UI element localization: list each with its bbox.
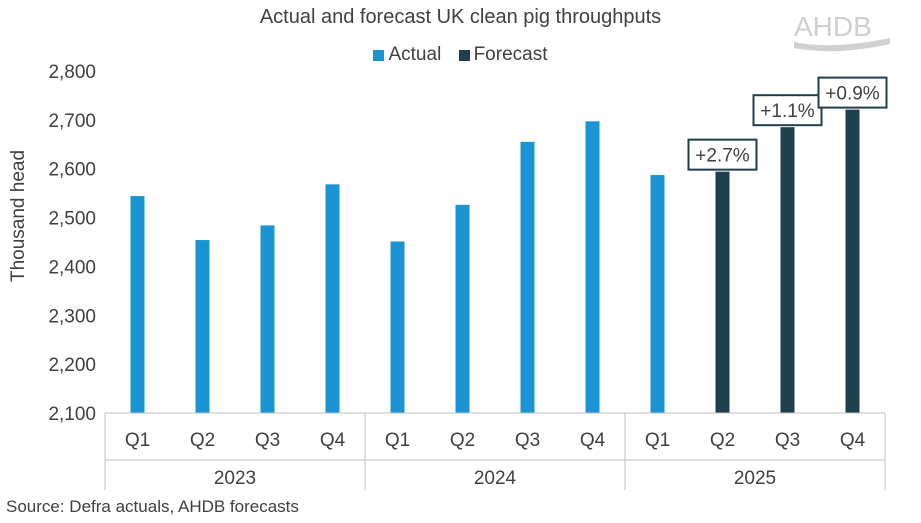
bar-actual-2024-q1 — [390, 241, 405, 413]
x-group-label: 2025 — [734, 468, 776, 489]
x-tick-label: Q3 — [515, 430, 540, 451]
y-tick-label: 2,400 — [48, 257, 96, 278]
y-tick-label: 2,600 — [48, 160, 96, 181]
legend-item-forecast: Forecast — [458, 44, 548, 66]
x-tick-label: Q4 — [320, 430, 346, 451]
ahdb-logo: AHDB — [792, 8, 892, 56]
bar-actual-2025-q1 — [650, 175, 665, 413]
x-tick-label: Q3 — [255, 430, 280, 451]
y-tick-label: 2,300 — [48, 306, 96, 327]
source-note: Source: Defra actuals, AHDB forecasts — [6, 497, 299, 516]
x-tick-label: Q4 — [580, 430, 606, 451]
y-tick-label: 2,800 — [48, 62, 96, 83]
bar-actual-2023-q2 — [195, 240, 210, 413]
x-group-label: 2024 — [474, 468, 517, 489]
annotation-11: +1.1% — [752, 94, 823, 127]
bar-actual-2024-q4 — [585, 121, 600, 413]
legend-swatch-forecast — [458, 49, 470, 61]
chart-title: Actual and forecast UK clean pig through… — [259, 6, 662, 28]
annotation-label: +0.9% — [825, 84, 880, 105]
legend-item-actual: Actual — [373, 44, 441, 66]
x-tick-label: Q4 — [840, 430, 866, 451]
legend-label-forecast: Forecast — [473, 44, 548, 65]
annotation-label: +2.7% — [695, 146, 750, 167]
bar-actual-2023-q3 — [260, 225, 275, 413]
x-tick-label: Q1 — [645, 430, 670, 451]
x-tick-label: Q3 — [775, 430, 800, 451]
x-tick-label: Q1 — [125, 430, 150, 451]
bar-actual-2024-q3 — [520, 141, 535, 414]
x-tick-label: Q2 — [710, 430, 735, 451]
y-tick-label: 2,100 — [48, 404, 96, 425]
legend-label-actual: Actual — [388, 44, 442, 65]
bar-actual-2024-q2 — [455, 204, 470, 413]
annotation-27: +2.7% — [687, 138, 758, 171]
annotation-box — [817, 76, 888, 109]
logo-text: AHDB — [794, 11, 872, 42]
bar-forecast-2025-q3 — [780, 127, 795, 413]
x-tick-label: Q2 — [190, 430, 215, 451]
bar-actual-2023-q4 — [325, 184, 340, 413]
bar-forecast-2025-q2 — [715, 171, 730, 413]
bar-actual-2023-q1 — [130, 196, 145, 413]
chart-legend: Actual Forecast — [0, 44, 921, 67]
annotation-label: +1.1% — [760, 101, 815, 122]
x-tick-label: Q1 — [385, 430, 410, 451]
annotation-09: +0.9% — [817, 76, 888, 109]
annotation-box — [752, 94, 823, 127]
y-tick-label: 2,500 — [48, 209, 96, 230]
y-tick-label: 2,200 — [48, 355, 96, 376]
y-tick-label: 2,700 — [48, 111, 96, 132]
annotation-box — [687, 138, 758, 171]
y-axis-label: Thousand head — [8, 150, 29, 282]
x-group-label: 2023 — [214, 468, 256, 489]
legend-swatch-actual — [373, 49, 385, 61]
bar-forecast-2025-q4 — [845, 109, 860, 414]
x-tick-label: Q2 — [450, 430, 475, 451]
